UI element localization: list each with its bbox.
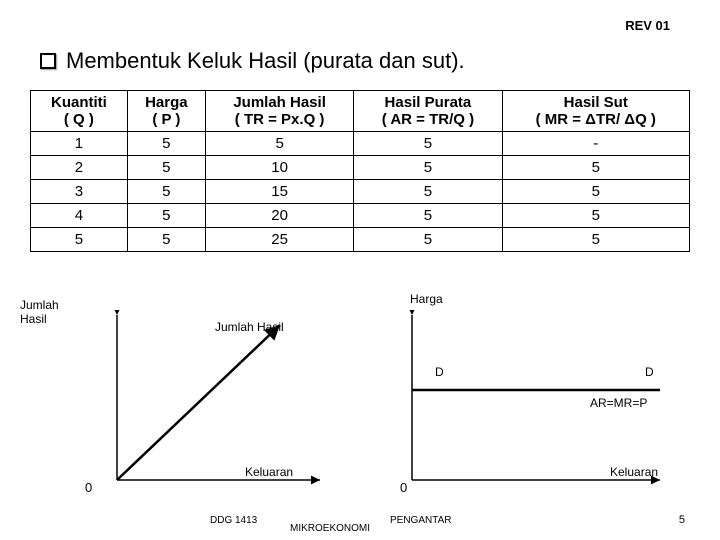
table-cell: 5 xyxy=(502,204,690,228)
table-cell: 4 xyxy=(31,204,128,228)
table-row: 251055 xyxy=(31,156,690,180)
table-cell: 5 xyxy=(502,180,690,204)
table-cell: 5 xyxy=(127,204,205,228)
table-cell: 5 xyxy=(127,132,205,156)
col-header: Hasil Sut( MR = ΔTR/ ΔQ ) xyxy=(502,91,690,132)
col-header: Hasil Purata( AR = TR/Q ) xyxy=(354,91,502,132)
d-label-left: D xyxy=(435,365,444,379)
table-cell: 5 xyxy=(502,156,690,180)
table-cell: 5 xyxy=(354,180,502,204)
table-cell: 5 xyxy=(127,156,205,180)
table-cell: 5 xyxy=(354,204,502,228)
slide-title: Membentuk Keluk Hasil (purata dan sut). xyxy=(66,48,465,74)
table-cell: 5 xyxy=(354,156,502,180)
table-cell: 20 xyxy=(205,204,353,228)
chart-left-svg xyxy=(95,310,325,490)
footer-code: DDG 1413 xyxy=(210,515,257,526)
y-axis-label-right: Harga xyxy=(410,292,443,306)
table-body: 1555-251055351555452055552555 xyxy=(31,132,690,252)
x-axis-label-right: Keluaran xyxy=(610,465,658,479)
bullet-icon xyxy=(40,53,56,69)
x-axis-label-left: Keluaran xyxy=(245,465,293,479)
line-label-right: AR=MR=P xyxy=(590,396,647,410)
table-cell: 5 xyxy=(127,228,205,252)
chart-right: Harga D D AR=MR=P Keluaran 0 xyxy=(390,310,665,490)
table-row: 351555 xyxy=(31,180,690,204)
table-header-row: Kuantiti( Q ) Harga( P ) Jumlah Hasil( T… xyxy=(31,91,690,132)
table-cell: 10 xyxy=(205,156,353,180)
footer-mid: MIKROEKONOMI xyxy=(290,523,370,534)
footer-right: PENGANTAR xyxy=(390,515,452,526)
slide-title-row: Membentuk Keluk Hasil (purata dan sut). xyxy=(40,48,465,74)
chart-left: Jumlah Hasil Jumlah Hasil Keluaran 0 xyxy=(95,310,325,490)
col-header: Jumlah Hasil( TR = Px.Q ) xyxy=(205,91,353,132)
revision-label: REV 01 xyxy=(625,18,670,33)
table-cell: 5 xyxy=(127,180,205,204)
origin-right: 0 xyxy=(400,480,407,495)
data-table: Kuantiti( Q ) Harga( P ) Jumlah Hasil( T… xyxy=(30,90,690,252)
table-row: 1555- xyxy=(31,132,690,156)
slide-number: 5 xyxy=(679,514,685,526)
table-row: 552555 xyxy=(31,228,690,252)
table-cell: 2 xyxy=(31,156,128,180)
table-cell: 3 xyxy=(31,180,128,204)
origin-left: 0 xyxy=(85,480,92,495)
table-cell: 5 xyxy=(205,132,353,156)
table-cell: - xyxy=(502,132,690,156)
col-header: Kuantiti( Q ) xyxy=(31,91,128,132)
y-axis-label-left: Jumlah Hasil xyxy=(20,298,59,326)
table-cell: 5 xyxy=(502,228,690,252)
col-header: Harga( P ) xyxy=(127,91,205,132)
table-cell: 1 xyxy=(31,132,128,156)
table-cell: 5 xyxy=(31,228,128,252)
table-cell: 5 xyxy=(354,132,502,156)
table-row: 452055 xyxy=(31,204,690,228)
line-label-left: Jumlah Hasil xyxy=(215,320,284,334)
table-cell: 5 xyxy=(354,228,502,252)
table-cell: 25 xyxy=(205,228,353,252)
d-label-right: D xyxy=(645,365,654,379)
table-cell: 15 xyxy=(205,180,353,204)
